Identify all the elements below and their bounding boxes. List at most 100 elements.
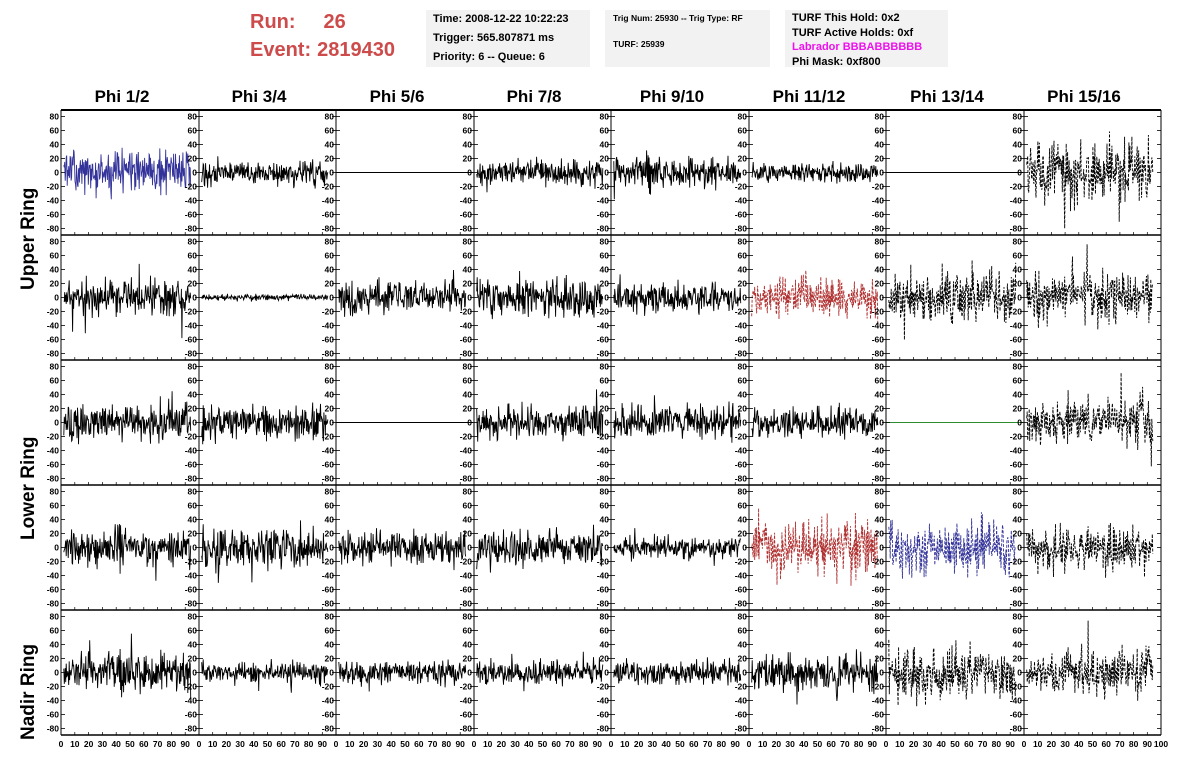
turf-info-box: TURF This Hold: 0x2 TURF Active Holds: 0… bbox=[785, 10, 948, 68]
y-tick-label: -40 bbox=[735, 196, 748, 206]
x-tick-label: 80 bbox=[579, 739, 589, 749]
y-tick-label: -80 bbox=[185, 474, 198, 484]
y-tick-label: -80 bbox=[1010, 724, 1023, 734]
x-tick-label: 60 bbox=[826, 739, 836, 749]
y-tick-label: 80 bbox=[1013, 362, 1023, 372]
y-tick-label: -60 bbox=[185, 585, 198, 595]
y-tick-label: 80 bbox=[1013, 612, 1023, 622]
column-header-phi-1-2: Phi 1/2 bbox=[94, 87, 150, 106]
y-tick-label: -80 bbox=[322, 599, 335, 609]
y-tick-label: -60 bbox=[185, 710, 198, 720]
y-tick-label: 0 bbox=[329, 418, 334, 428]
y-tick-label: -40 bbox=[735, 696, 748, 706]
y-tick-label: 0 bbox=[192, 418, 197, 428]
y-tick-label: -80 bbox=[460, 349, 473, 359]
waveform-trace-r1-c5 bbox=[751, 270, 879, 325]
x-tick-label: 20 bbox=[634, 739, 644, 749]
y-tick-label: -20 bbox=[460, 682, 473, 692]
waveform-trace-r0-c7 bbox=[1026, 131, 1154, 229]
x-tick-label: 40 bbox=[249, 739, 259, 749]
y-tick-label: -40 bbox=[460, 571, 473, 581]
y-tick-label: -40 bbox=[460, 321, 473, 331]
y-tick-label: 0 bbox=[329, 168, 334, 178]
waveform-trace-r3-c3 bbox=[476, 524, 604, 573]
y-tick-label: -80 bbox=[597, 724, 610, 734]
x-tick-label: 60 bbox=[551, 739, 561, 749]
y-tick-label: 80 bbox=[50, 612, 60, 622]
y-tick-label: -80 bbox=[185, 224, 198, 234]
y-tick-label: 0 bbox=[54, 543, 59, 553]
y-tick-label: 40 bbox=[738, 390, 748, 400]
y-tick-label: -20 bbox=[597, 307, 610, 317]
y-tick-label: -20 bbox=[460, 182, 473, 192]
y-tick-label: 0 bbox=[879, 168, 884, 178]
y-tick-label: 60 bbox=[188, 626, 198, 636]
x-tick-label: 0 bbox=[609, 739, 614, 749]
y-tick-label: 20 bbox=[325, 529, 335, 539]
y-tick-label: -20 bbox=[1010, 182, 1023, 192]
x-tick-label: 0 bbox=[472, 739, 477, 749]
x-tick-label: 30 bbox=[373, 739, 383, 749]
y-tick-label: -20 bbox=[185, 307, 198, 317]
y-tick-label: 0 bbox=[1017, 543, 1022, 553]
y-tick-label: 80 bbox=[738, 362, 748, 372]
y-tick-label: 40 bbox=[325, 640, 335, 650]
waveform-trace-r4-c0 bbox=[63, 633, 192, 699]
x-tick-label: 50 bbox=[400, 739, 410, 749]
x-tick-label: 90 bbox=[730, 739, 740, 749]
waveform-trace-r1-c2 bbox=[338, 269, 467, 317]
y-tick-label: -40 bbox=[872, 696, 885, 706]
y-tick-label: 80 bbox=[463, 362, 473, 372]
x-tick-label: 50 bbox=[125, 739, 135, 749]
y-tick-label: 60 bbox=[325, 501, 335, 511]
y-tick-label: -40 bbox=[47, 196, 60, 206]
y-tick-label: 40 bbox=[50, 265, 60, 275]
waveform-trace-r1-c1 bbox=[201, 293, 329, 302]
column-header-phi-11-12: Phi 11/12 bbox=[772, 87, 846, 106]
x-tick-label: 90 bbox=[180, 739, 190, 749]
waveform-trace-r4-c7 bbox=[1026, 620, 1154, 701]
y-tick-label: -60 bbox=[597, 460, 610, 470]
x-tick-label: 10 bbox=[70, 739, 80, 749]
y-tick-label: -80 bbox=[597, 474, 610, 484]
y-tick-label: -60 bbox=[1010, 585, 1023, 595]
y-tick-label: 40 bbox=[50, 640, 60, 650]
y-tick-label: -60 bbox=[872, 585, 885, 595]
y-tick-label: 60 bbox=[325, 251, 335, 261]
y-tick-label: 20 bbox=[600, 529, 610, 539]
y-tick-label: 60 bbox=[875, 376, 885, 386]
y-tick-label: -20 bbox=[1010, 682, 1023, 692]
x-tick-label: 90 bbox=[593, 739, 603, 749]
y-tick-label: -40 bbox=[322, 196, 335, 206]
waveform-trace-r4-c4 bbox=[613, 657, 742, 686]
y-tick-label: -60 bbox=[185, 460, 198, 470]
y-tick-label: 0 bbox=[1017, 418, 1022, 428]
y-tick-label: -60 bbox=[47, 585, 60, 595]
y-tick-label: -60 bbox=[322, 335, 335, 345]
y-tick-label: 80 bbox=[188, 487, 198, 497]
waveform-trace-r3-c1 bbox=[201, 520, 329, 583]
x-tick-label: 80 bbox=[304, 739, 314, 749]
y-tick-label: 60 bbox=[875, 251, 885, 261]
x-tick-label: 10 bbox=[483, 739, 493, 749]
x-tick-label: 50 bbox=[675, 739, 685, 749]
y-tick-label: 40 bbox=[325, 140, 335, 150]
y-tick-label: 80 bbox=[1013, 237, 1023, 247]
y-tick-label: 40 bbox=[463, 640, 473, 650]
turf-active-holds: TURF Active Holds: 0xf bbox=[792, 26, 914, 39]
y-tick-label: -60 bbox=[47, 210, 60, 220]
y-tick-label: 80 bbox=[463, 237, 473, 247]
y-tick-label: -80 bbox=[47, 224, 60, 234]
x-tick-label: 60 bbox=[276, 739, 286, 749]
y-tick-label: 80 bbox=[875, 237, 885, 247]
y-tick-label: 20 bbox=[463, 404, 473, 414]
x-tick-label: 90 bbox=[318, 739, 328, 749]
y-tick-label: 60 bbox=[50, 251, 60, 261]
y-tick-label: -60 bbox=[185, 335, 198, 345]
y-tick-label: -20 bbox=[460, 432, 473, 442]
y-tick-label: 60 bbox=[1013, 501, 1023, 511]
y-tick-label: 80 bbox=[738, 612, 748, 622]
y-tick-label: -80 bbox=[460, 599, 473, 609]
y-tick-label: -60 bbox=[460, 710, 473, 720]
y-tick-label: -80 bbox=[47, 474, 60, 484]
